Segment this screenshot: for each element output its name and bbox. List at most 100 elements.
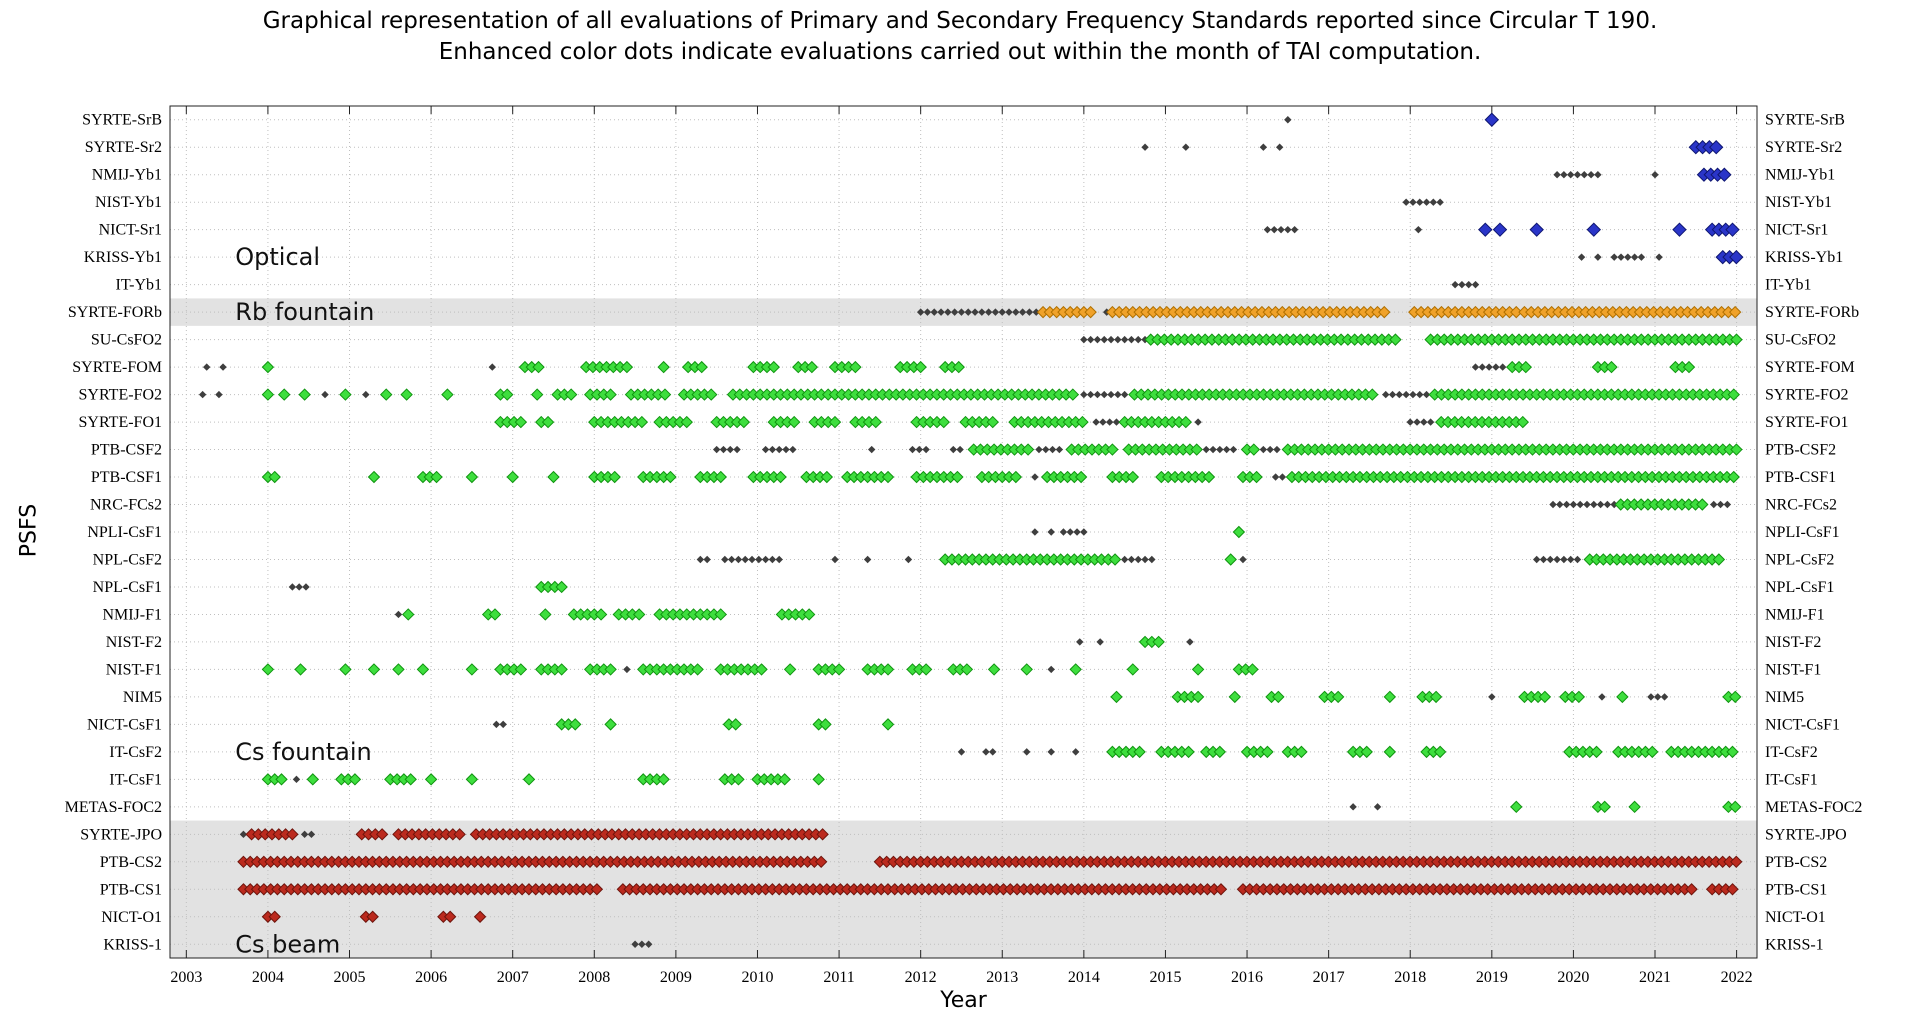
data-point xyxy=(1120,335,1129,344)
data-point xyxy=(881,470,895,484)
data-point xyxy=(1232,525,1246,539)
data-point xyxy=(729,718,742,731)
data-point xyxy=(632,608,646,621)
data-point xyxy=(268,470,281,484)
data-point xyxy=(737,415,751,429)
data-point xyxy=(1630,253,1639,261)
data-point xyxy=(1729,800,1742,814)
data-point xyxy=(1539,555,1548,564)
data-point xyxy=(1213,745,1227,759)
data-point xyxy=(1366,388,1379,401)
data-point xyxy=(1209,445,1217,454)
data-point xyxy=(1284,225,1292,234)
data-point xyxy=(951,470,964,484)
data-point xyxy=(1422,198,1431,206)
data-point xyxy=(881,718,895,731)
data-point xyxy=(1651,171,1659,179)
data-point xyxy=(1672,222,1687,237)
row-label-right: NIST-F2 xyxy=(1765,634,1821,651)
data-point xyxy=(465,470,479,484)
data-point xyxy=(1464,280,1473,289)
data-point xyxy=(944,308,952,316)
data-point xyxy=(734,555,743,564)
row-label-right: IT-CsF2 xyxy=(1765,744,1818,761)
row-label-right: KRISS-Yb1 xyxy=(1765,249,1843,266)
data-point xyxy=(1729,690,1742,704)
data-point xyxy=(1047,748,1055,756)
data-point xyxy=(1730,333,1743,346)
plot-border xyxy=(169,105,1758,959)
data-point xyxy=(1569,500,1578,509)
row-label-right: SU-CsFO2 xyxy=(1765,332,1836,349)
data-point xyxy=(539,608,552,621)
data-point xyxy=(1031,528,1039,536)
data-point xyxy=(294,663,307,676)
data-point xyxy=(922,445,930,454)
data-point xyxy=(1529,222,1544,237)
data-point xyxy=(261,663,275,676)
data-point xyxy=(1730,443,1743,456)
row-label-left: NPLI-CsF1 xyxy=(87,524,162,541)
data-point xyxy=(937,308,945,316)
data-point xyxy=(1107,390,1115,399)
data-point xyxy=(1562,500,1571,509)
data-point xyxy=(956,445,964,454)
data-point xyxy=(604,388,617,401)
row-label-left: PTB-CS2 xyxy=(100,854,162,871)
data-point xyxy=(714,470,727,484)
row-label-right: NICT-CsF1 xyxy=(1765,716,1840,733)
data-point xyxy=(522,773,536,786)
data-point xyxy=(1413,418,1421,426)
data-point xyxy=(916,308,925,316)
data-point xyxy=(726,445,734,454)
data-point xyxy=(664,470,677,484)
x-tick-label: 2014 xyxy=(1068,969,1100,986)
data-point xyxy=(1484,112,1500,127)
data-point xyxy=(1202,445,1210,454)
data-point xyxy=(1436,198,1444,206)
row-label-right: PTB-CS2 xyxy=(1765,854,1827,871)
data-point xyxy=(604,718,617,731)
data-point xyxy=(638,940,646,948)
data-point xyxy=(767,360,780,374)
data-point xyxy=(499,720,507,729)
data-point xyxy=(1005,308,1013,316)
data-point xyxy=(1295,745,1308,759)
data-point xyxy=(473,910,487,923)
data-point xyxy=(392,663,405,676)
data-point xyxy=(914,360,927,374)
data-point xyxy=(1726,745,1739,759)
data-point xyxy=(1284,116,1292,124)
data-point xyxy=(488,608,502,621)
data-point xyxy=(1708,140,1724,155)
data-point xyxy=(1009,470,1023,484)
x-tick-label: 2016 xyxy=(1231,969,1263,986)
data-point xyxy=(1624,253,1632,261)
data-point xyxy=(1492,222,1508,237)
data-point xyxy=(1152,635,1165,649)
data-point xyxy=(1186,638,1194,646)
row-label-right: PTB-CSF2 xyxy=(1765,442,1836,459)
x-tick-label: 2013 xyxy=(986,969,1018,986)
row-label-left: NIST-F1 xyxy=(106,661,162,678)
data-point xyxy=(380,388,393,401)
row-label-right: SYRTE-FO1 xyxy=(1765,414,1849,431)
data-point xyxy=(1214,883,1228,896)
data-point xyxy=(302,583,310,591)
data-point xyxy=(1127,335,1136,344)
data-point xyxy=(1628,800,1641,814)
data-point xyxy=(820,470,834,484)
data-point xyxy=(1727,388,1740,401)
data-point xyxy=(424,773,438,786)
row-label-left: SYRTE-JPO xyxy=(80,826,162,843)
data-point xyxy=(1498,363,1507,371)
data-point xyxy=(1275,143,1284,151)
data-point xyxy=(1577,253,1586,261)
data-point xyxy=(367,470,381,484)
data-point xyxy=(1273,445,1281,454)
data-point xyxy=(755,663,768,676)
data-point xyxy=(453,828,466,841)
row-label-left: SYRTE-FOM xyxy=(72,359,162,376)
row-label-right: NIST-Yb1 xyxy=(1765,194,1832,211)
